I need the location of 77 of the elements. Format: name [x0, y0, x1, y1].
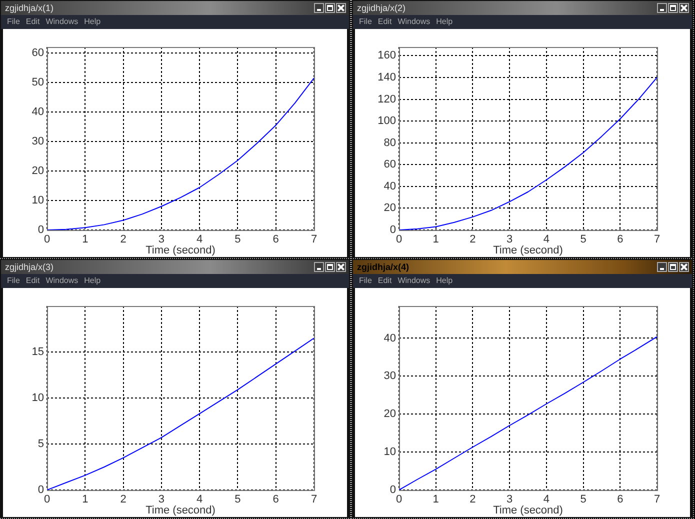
x-tick-label: 4 — [543, 234, 550, 246]
x-axis-title: Time (second) — [493, 244, 563, 256]
x-tick-label: 5 — [234, 234, 241, 246]
y-tick-label: 40 — [384, 180, 396, 192]
y-tick-label: 50 — [32, 76, 44, 88]
chart-title: zgjidhja/x(3) — [5, 261, 54, 273]
x-axis-title: Time (second) — [146, 244, 216, 256]
text: Windows — [398, 275, 430, 287]
y-tick-label: 0 — [38, 484, 44, 496]
text: Help — [84, 16, 101, 28]
text: File — [7, 16, 20, 28]
y-tick-label: 10 — [384, 446, 396, 458]
y-tick-label: 30 — [384, 370, 396, 382]
y-tick-label: 80 — [384, 136, 396, 149]
y-tick-label: 0 — [38, 224, 44, 236]
text: File — [7, 275, 20, 287]
text: Windows — [46, 16, 78, 28]
x-tick-label: 1 — [432, 494, 439, 506]
text: File — [359, 16, 372, 28]
y-tick-label: 15 — [32, 346, 44, 358]
x-tick-label: 3 — [158, 494, 164, 506]
x-tick-label: 2 — [120, 234, 126, 246]
x-tick-label: 6 — [617, 234, 624, 246]
x-tick-label: 2 — [120, 494, 126, 506]
y-tick-label: 0 — [390, 484, 396, 496]
y-tick-label: 30 — [32, 135, 44, 148]
x-tick-label: 2 — [470, 234, 476, 246]
y-tick-label: 140 — [378, 72, 396, 84]
y-tick-label: 160 — [378, 50, 396, 62]
x-axis-title: Time (second) — [493, 504, 563, 516]
x-tick-label: 3 — [506, 494, 513, 506]
x-tick-label: 3 — [506, 234, 513, 246]
y-tick-label: 20 — [384, 408, 396, 420]
x-tick-label: 5 — [580, 494, 586, 506]
x-tick-label: 2 — [470, 494, 476, 506]
x-tick-label: 3 — [158, 234, 164, 246]
y-tick-label: 40 — [32, 106, 44, 118]
y-tick-label: 20 — [32, 165, 44, 177]
x-tick-label: 1 — [82, 234, 88, 246]
x-axis-title: Time (second) — [146, 504, 216, 516]
x-tick-label: 6 — [617, 494, 624, 506]
text: Windows — [398, 16, 430, 28]
x-tick-label: 4 — [543, 494, 550, 506]
text: Help — [436, 16, 453, 28]
y-tick-label: 60 — [32, 46, 44, 59]
chart-title: zgjidhja/x(1) — [5, 2, 54, 14]
x-tick-label: 6 — [272, 494, 279, 506]
x-tick-label: 5 — [580, 234, 586, 246]
y-tick-label: 40 — [384, 332, 396, 344]
x-tick-label: 6 — [272, 234, 279, 246]
text: Edit — [26, 275, 40, 287]
text: Edit — [26, 16, 40, 28]
text: Help — [84, 275, 101, 287]
chart-title: zgjidhja/x(4) — [357, 261, 410, 273]
x-tick-label: 5 — [234, 494, 241, 506]
text: File — [359, 275, 372, 287]
x-tick-label: 7 — [654, 494, 660, 506]
x-tick-label: 4 — [196, 234, 203, 246]
x-tick-label: 1 — [432, 234, 439, 246]
text: Edit — [378, 16, 392, 28]
y-tick-label: 60 — [384, 158, 396, 171]
y-tick-label: 10 — [32, 392, 44, 404]
y-tick-label: 20 — [384, 202, 396, 214]
y-tick-label: 10 — [32, 194, 44, 207]
text: Help — [436, 275, 453, 287]
y-tick-label: 120 — [378, 93, 396, 106]
y-tick-label: 0 — [390, 224, 396, 236]
x-tick-label: 4 — [196, 494, 203, 506]
y-tick-label: 100 — [378, 115, 396, 128]
x-tick-label: 7 — [654, 234, 660, 246]
text: Windows — [46, 275, 78, 287]
chart-title: zgjidhja/x(2) — [357, 2, 406, 14]
x-tick-label: 7 — [310, 494, 318, 506]
x-tick-label: 7 — [310, 234, 318, 246]
y-tick-label: 5 — [38, 438, 44, 450]
x-tick-label: 1 — [82, 494, 88, 506]
text: Edit — [378, 275, 392, 287]
